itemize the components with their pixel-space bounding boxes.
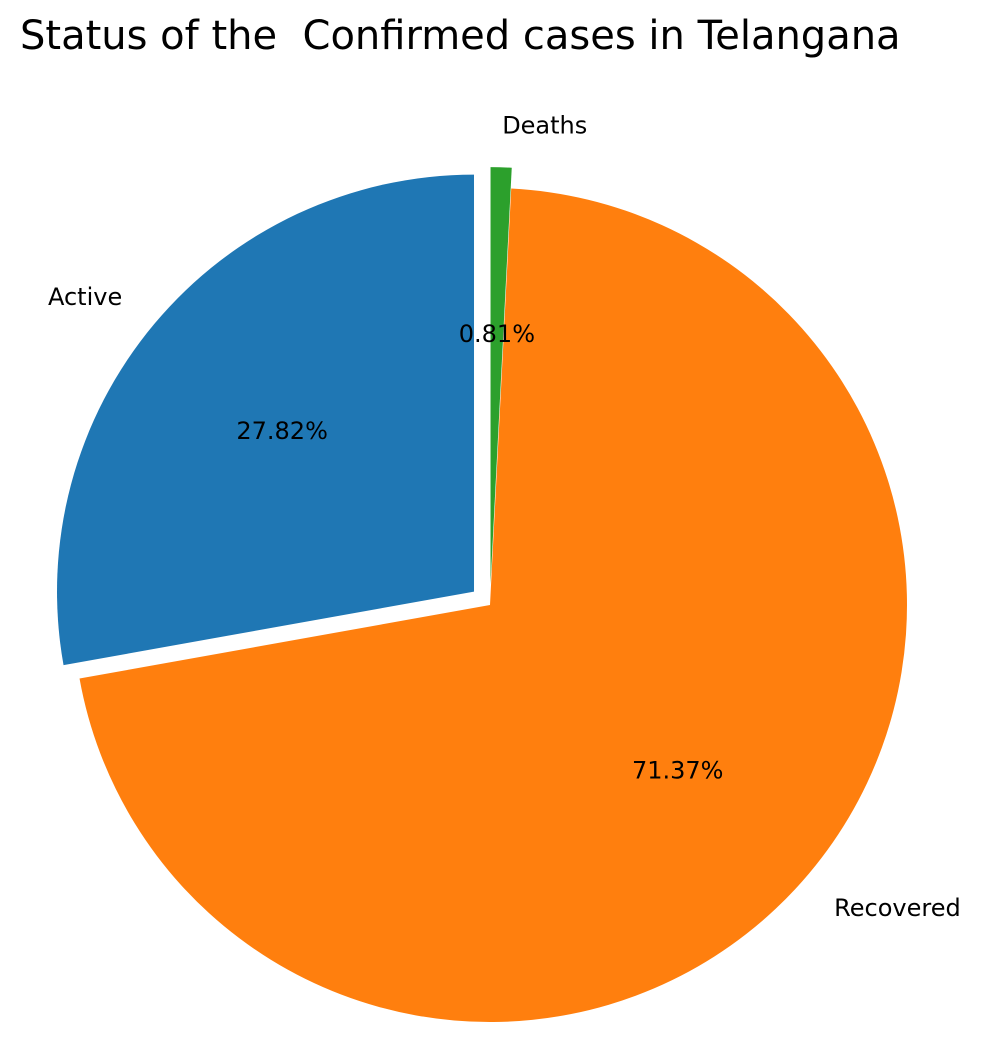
- slice-label-active: Active: [48, 283, 122, 311]
- pie-slice-deaths: [490, 167, 512, 585]
- chart-title: Status of the Confirmed cases in Telanga…: [20, 13, 901, 59]
- slice-percent-recovered: 71.37%: [632, 756, 724, 784]
- slice-label-deaths: Deaths: [502, 112, 587, 140]
- pie-slice-recovered: [79, 188, 907, 1023]
- pie-labels: Active 27.82% Recovered 71.37% Deaths 0.81%: [48, 112, 961, 923]
- slice-percent-active: 27.82%: [236, 417, 328, 445]
- pie-slice-active: [57, 174, 475, 666]
- slice-percent-deaths: 0.81%: [459, 320, 535, 348]
- slice-label-recovered: Recovered: [834, 894, 961, 922]
- pie-slices: [57, 167, 907, 1023]
